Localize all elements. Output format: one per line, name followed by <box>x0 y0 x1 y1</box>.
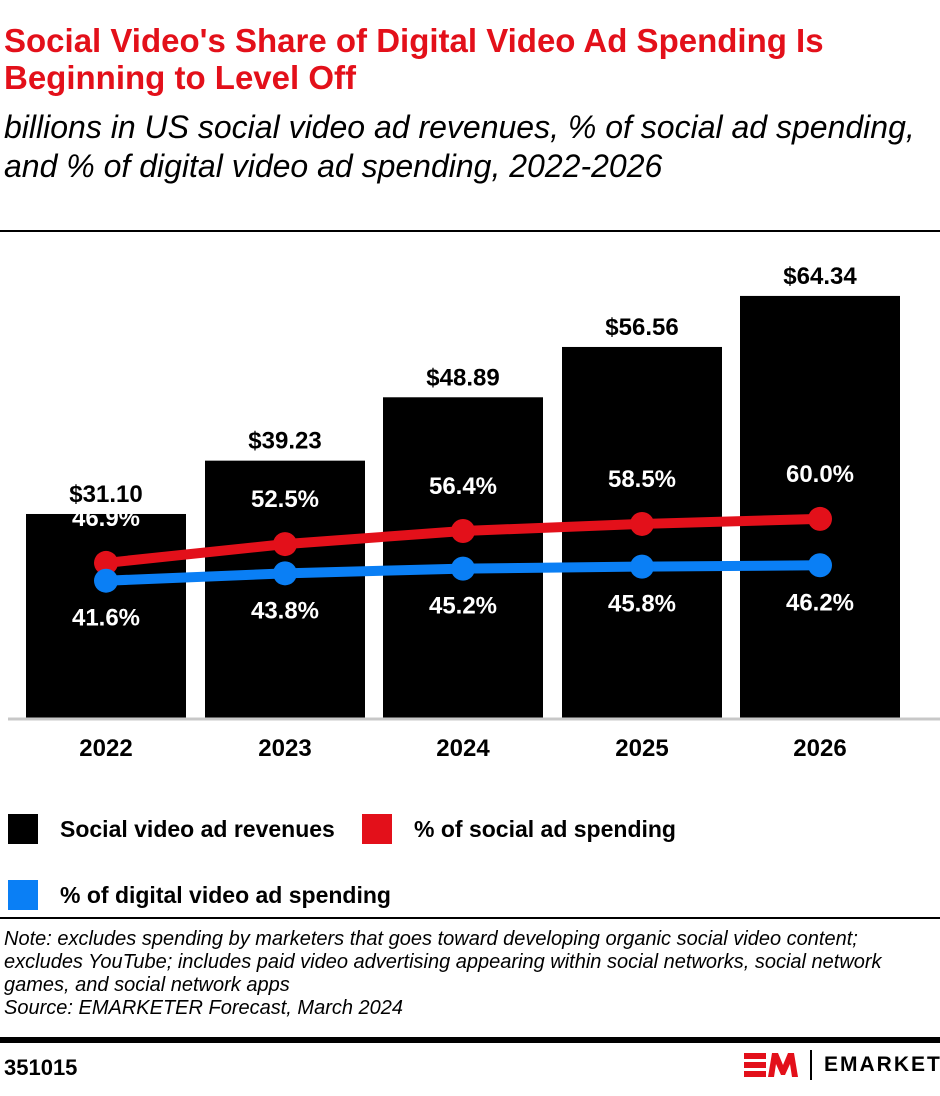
emarketer-logo: EMARKETER <box>744 1050 940 1080</box>
footer-divider <box>0 1037 940 1043</box>
line-value-label: 56.4% <box>429 473 497 500</box>
line-point <box>94 550 118 575</box>
note-text: Note: excludes spending by marketers tha… <box>4 928 882 996</box>
bar-value-label: $64.34 <box>783 263 857 290</box>
line-point <box>451 518 475 543</box>
x-tick-label: 2022 <box>79 735 132 762</box>
legend-label: % of digital video ad spending <box>60 881 391 908</box>
brand-name: EMARKETER <box>810 1050 940 1080</box>
chart-plot: $31.10 2022 $39.23 2023 $48.89 2024 $56.56 2025… <box>8 263 940 762</box>
line-value-label: 46.2% <box>786 589 854 616</box>
x-tick-label: 2025 <box>615 735 668 762</box>
note-divider <box>0 917 940 919</box>
legend-swatch-black <box>8 814 38 844</box>
em-logo-icon <box>744 1053 798 1077</box>
line-value-label: 46.9% <box>72 505 140 532</box>
line-value-label: 60.0% <box>786 461 854 488</box>
line-point <box>808 506 832 531</box>
header-divider <box>0 230 940 232</box>
line-value-label: 52.5% <box>251 486 319 513</box>
bar-value-label: $31.10 <box>69 481 142 508</box>
x-tick-label: 2026 <box>793 735 846 762</box>
legend-item-digital-share: % of digital video ad spending <box>8 880 391 910</box>
legend-swatch-blue <box>8 880 38 910</box>
bar-value-label: $39.23 <box>248 428 321 455</box>
line-point <box>630 554 654 579</box>
bar-value-label: $48.89 <box>426 364 499 391</box>
line-value-label: 58.5% <box>608 466 676 493</box>
line-value-label: 45.2% <box>429 593 497 620</box>
legend-label: % of social ad spending <box>414 815 676 842</box>
line-point <box>630 511 654 536</box>
legend-item-social-share: % of social ad spending <box>362 814 676 844</box>
line-value-label: 41.6% <box>72 605 140 632</box>
bar-value-label: $56.56 <box>605 314 678 341</box>
footnote: Note: excludes spending by marketers tha… <box>4 928 934 1020</box>
line-point <box>808 553 832 578</box>
legend-label: Social video ad revenues <box>60 815 335 842</box>
x-tick-label: 2023 <box>258 735 311 762</box>
source-text: Source: EMARKETER Forecast, March 2024 <box>4 997 404 1019</box>
legend-item-revenues: Social video ad revenues <box>8 814 335 844</box>
line-point <box>273 532 297 557</box>
x-tick-label: 2024 <box>436 735 490 762</box>
line-value-label: 45.8% <box>608 591 676 618</box>
line-value-label: 43.8% <box>251 597 319 624</box>
line-point <box>94 568 118 593</box>
bar-2023 <box>205 460 365 718</box>
chart-subtitle: billions in US social video ad revenues,… <box>4 109 915 184</box>
bar-2022 <box>26 513 186 718</box>
chart-title: Social Video's Share of Digital Video Ad… <box>4 22 824 96</box>
line-point <box>273 561 297 586</box>
legend-swatch-red <box>362 814 392 844</box>
line-point <box>451 556 475 581</box>
chart-id: 351015 <box>4 1055 78 1080</box>
